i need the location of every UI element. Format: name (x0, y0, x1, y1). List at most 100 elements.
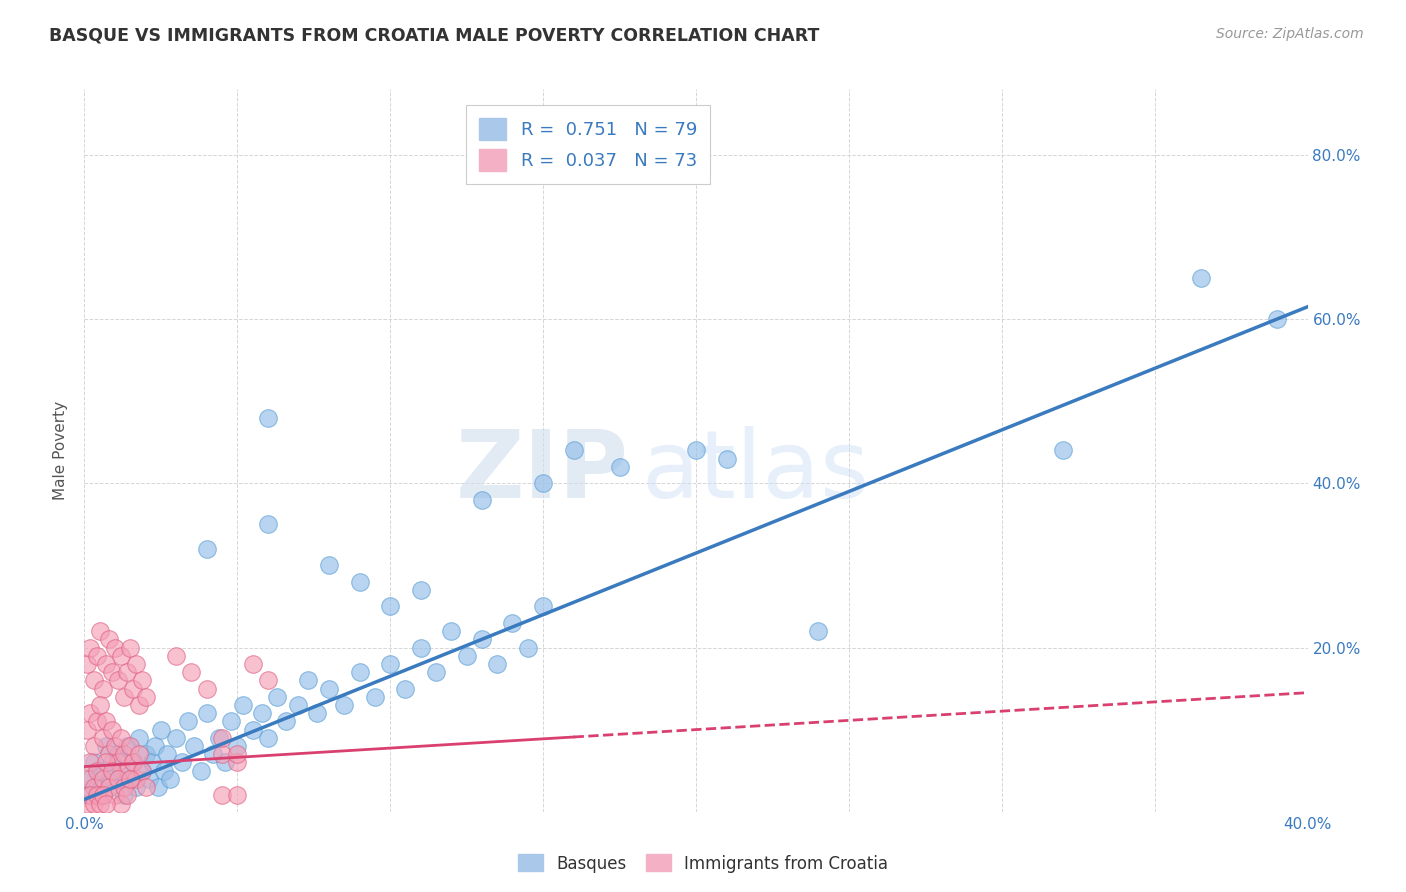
Point (609, 459, 631, 474)
Point (97, 780, 120, 794)
Point (165, 731, 187, 745)
Point (86, 780, 108, 794)
Point (153, 764, 176, 778)
Point (79, 640, 101, 655)
Point (165, 648, 187, 663)
Point (531, 476, 554, 491)
Point (89, 698, 111, 712)
Point (146, 780, 169, 794)
Point (195, 541, 218, 556)
Point (257, 517, 280, 532)
Point (135, 690, 157, 704)
Text: atlas: atlas (641, 426, 869, 518)
Point (141, 756, 163, 770)
Point (76, 657, 98, 671)
Point (183, 739, 205, 753)
Point (232, 698, 254, 712)
Point (318, 681, 340, 696)
Point (101, 756, 124, 770)
Point (89, 797, 111, 811)
Point (257, 673, 280, 688)
Point (122, 756, 145, 770)
Point (83, 797, 105, 811)
Point (128, 731, 150, 745)
Point (364, 690, 387, 704)
Point (86, 648, 108, 663)
Point (226, 756, 249, 770)
Point (138, 772, 160, 786)
Point (143, 739, 166, 753)
Point (101, 723, 124, 737)
Point (125, 772, 148, 786)
Point (104, 739, 127, 753)
Point (107, 673, 129, 688)
Point (107, 747, 129, 762)
Point (94, 756, 117, 770)
Point (516, 640, 538, 655)
Point (125, 657, 148, 671)
Point (83, 673, 105, 688)
Point (349, 665, 371, 680)
Text: Source: ZipAtlas.com: Source: ZipAtlas.com (1216, 27, 1364, 41)
Point (380, 657, 402, 671)
Point (211, 731, 233, 745)
Point (86, 764, 108, 778)
Point (120, 640, 142, 655)
Point (318, 558, 340, 573)
Point (89, 789, 111, 803)
Point (83, 780, 105, 794)
Y-axis label: Male Poverty: Male Poverty (53, 401, 69, 500)
Point (195, 681, 218, 696)
Point (131, 764, 153, 778)
Point (156, 747, 179, 762)
Point (76, 772, 98, 786)
Point (101, 665, 124, 680)
Point (115, 789, 138, 803)
Point (1189, 271, 1212, 285)
Point (86, 789, 108, 803)
Point (159, 772, 181, 786)
Legend: Basques, Immigrants from Croatia: Basques, Immigrants from Croatia (510, 847, 896, 880)
Text: BASQUE VS IMMIGRANTS FROM CROATIA MALE POVERTY CORRELATION CHART: BASQUE VS IMMIGRANTS FROM CROATIA MALE P… (49, 27, 820, 45)
Point (180, 665, 202, 680)
Point (471, 492, 494, 507)
Point (214, 756, 236, 770)
Point (201, 747, 224, 762)
Point (287, 698, 309, 712)
Point (135, 780, 157, 794)
Point (125, 780, 148, 794)
Point (242, 657, 264, 671)
Point (1265, 312, 1288, 326)
Point (531, 599, 554, 614)
Point (257, 731, 280, 745)
Point (89, 624, 111, 639)
Point (380, 599, 402, 614)
Point (425, 665, 447, 680)
Point (172, 756, 194, 770)
Point (128, 698, 150, 712)
Point (107, 772, 129, 786)
Point (685, 443, 707, 458)
Legend: R =  0.751   N = 79, R =  0.037   N = 73: R = 0.751 N = 79, R = 0.037 N = 73 (467, 105, 710, 184)
Point (110, 764, 132, 778)
Point (305, 706, 328, 721)
Point (562, 443, 585, 458)
Point (409, 640, 432, 655)
Point (226, 789, 249, 803)
Point (266, 690, 288, 704)
Point (250, 706, 273, 721)
Point (219, 714, 242, 729)
Point (349, 574, 371, 589)
Point (91, 772, 114, 786)
Point (128, 747, 150, 762)
Point (104, 780, 127, 794)
Point (91, 789, 114, 803)
Point (112, 690, 135, 704)
Point (807, 624, 830, 639)
Text: ZIP: ZIP (456, 426, 628, 518)
Point (112, 747, 135, 762)
Point (486, 657, 509, 671)
Point (79, 772, 101, 786)
Point (297, 673, 319, 688)
Point (83, 739, 105, 753)
